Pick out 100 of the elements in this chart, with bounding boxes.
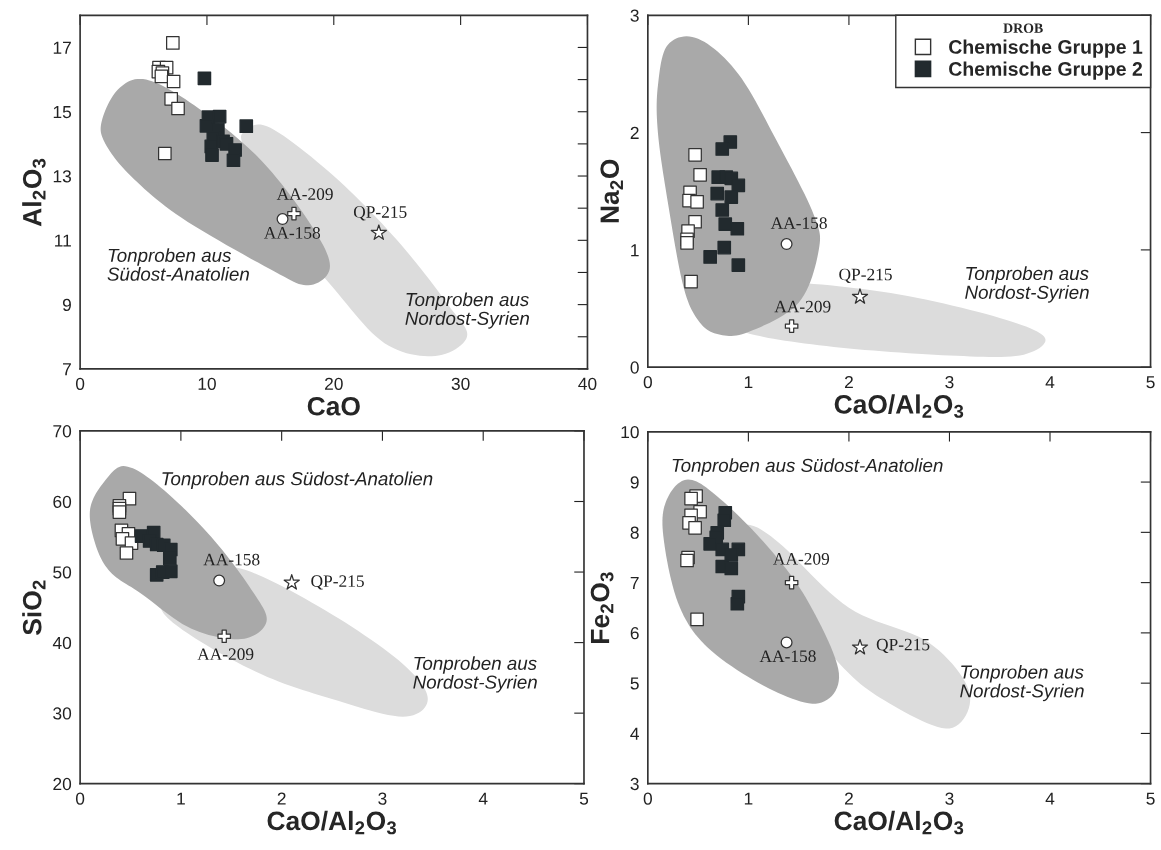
point (784, 575, 799, 590)
point (217, 629, 232, 644)
point (715, 203, 730, 217)
x-tick-label: 0 (75, 792, 85, 805)
point (703, 250, 718, 264)
x-tick-label: 4 (1045, 376, 1055, 389)
y-tick-label: 10 (621, 425, 639, 439)
legend-title: DROB (1003, 23, 1043, 33)
point (718, 217, 733, 231)
point (717, 240, 732, 255)
x-axis-title: CaO/Al$_{2}$O$_{3}$ (267, 810, 397, 835)
y-tick-label: 50 (53, 566, 72, 579)
point (226, 153, 241, 168)
x-tick-label: 10 (198, 377, 216, 390)
y-tick-label: 13 (53, 170, 72, 183)
point (780, 636, 793, 649)
point (212, 109, 227, 124)
annotation: Tonproben aus Nordost-Syrien (413, 656, 537, 693)
x-tick-label: 3 (378, 792, 387, 805)
point (276, 213, 289, 226)
annotation: Tonproben aus Nordost-Syrien (405, 292, 530, 329)
y-axis-title: Na$_{2}$O (600, 159, 623, 223)
x-tick-label: 2 (844, 375, 853, 389)
legend-label: Chemische Gruppe 1 (949, 39, 1143, 58)
y-tick-label: 7 (630, 576, 639, 589)
point (724, 548, 739, 562)
annotation: Tonproben aus Südost-Anatolien (672, 458, 943, 476)
y-tick-label: 30 (53, 707, 72, 720)
annotation: Tonproben aus Südost-Anatolien (107, 248, 249, 281)
point (684, 491, 698, 506)
point (158, 146, 172, 161)
y-tick-label: 70 (53, 425, 72, 438)
point (724, 561, 739, 576)
point (370, 224, 387, 240)
x-tick-label: 3 (945, 792, 954, 805)
x-tick-label: 20 (325, 377, 343, 390)
y-tick-label: 8 (630, 526, 639, 539)
x-tick-label: 1 (744, 376, 753, 389)
x-tick-label: 2 (844, 792, 853, 805)
y-tick-label: 6 (630, 627, 639, 640)
point (119, 546, 134, 560)
x-tick-label: 5 (579, 792, 589, 805)
x-tick-label: 4 (1045, 792, 1055, 805)
point (688, 520, 702, 535)
point (688, 148, 702, 162)
annotation: Tonproben aus Südost-Anatolien (162, 471, 433, 490)
y-tick-label: 3 (630, 9, 639, 22)
y-tick-label: 9 (62, 298, 71, 312)
x-tick-label: 30 (451, 377, 470, 390)
x-tick-label: 1 (744, 792, 753, 805)
point (703, 537, 718, 551)
annotation: QP-215 (839, 268, 892, 283)
point (730, 221, 745, 236)
legend-label: Chemische Gruppe 2 (949, 61, 1143, 80)
point (780, 238, 793, 251)
y-tick-label: 0 (630, 361, 639, 374)
point (684, 274, 698, 289)
annotation: AA-158 (263, 227, 321, 239)
x-tick-label: 2 (277, 792, 286, 805)
annotation: AA-209 (276, 188, 333, 200)
point (710, 186, 725, 201)
y-tick-label: 2 (630, 126, 639, 139)
annotation: AA-158 (203, 553, 260, 566)
point (680, 236, 694, 250)
x-tick-label: 0 (75, 377, 85, 390)
point (287, 206, 301, 221)
point (851, 638, 869, 655)
annotation: AA-209 (197, 648, 254, 661)
y-tick-label: 20 (53, 777, 72, 791)
annotation: Tonproben aus Nordost-Syrien (960, 664, 1084, 702)
point (162, 551, 177, 566)
point (690, 612, 704, 627)
annotation: AA-209 (773, 553, 830, 565)
point (163, 564, 178, 579)
y-tick-label: 11 (55, 234, 71, 247)
point (731, 178, 746, 193)
x-tick-label: 0 (643, 375, 652, 389)
y-axis-title: SiO$_{2}$ (22, 580, 46, 635)
x-tick-label: 1 (177, 792, 185, 805)
x-tick-label: 5 (1146, 792, 1155, 805)
annotation: QP-215 (311, 575, 364, 590)
annotation: Tonproben aus Nordost-Syrien (965, 266, 1089, 303)
y-tick-label: 1 (631, 244, 639, 257)
x-tick-label: 3 (945, 375, 954, 389)
point (690, 194, 704, 209)
y-tick-label: 7 (63, 363, 71, 376)
x-tick-label: 0 (643, 792, 652, 805)
point (731, 258, 746, 272)
x-axis-title: CaO (307, 396, 360, 416)
y-tick-label: 5 (630, 677, 639, 690)
x-axis-title: CaO/Al$_{2}$O$_{3}$ (834, 394, 964, 418)
y-tick-label: 3 (630, 777, 639, 791)
y-axis-title: Al$_{2}$O$_{3}$ (22, 158, 46, 227)
x-tick-label: 4 (478, 792, 488, 805)
point (213, 574, 226, 587)
point (171, 101, 185, 116)
x-axis-title: CaO/Al$_{2}$O$_{3}$ (834, 810, 964, 835)
y-axis-title: Fe$_{2}$O$_{3}$ (590, 572, 614, 643)
y-tick-label: 9 (630, 476, 639, 489)
y-tick-label: 60 (53, 495, 72, 508)
